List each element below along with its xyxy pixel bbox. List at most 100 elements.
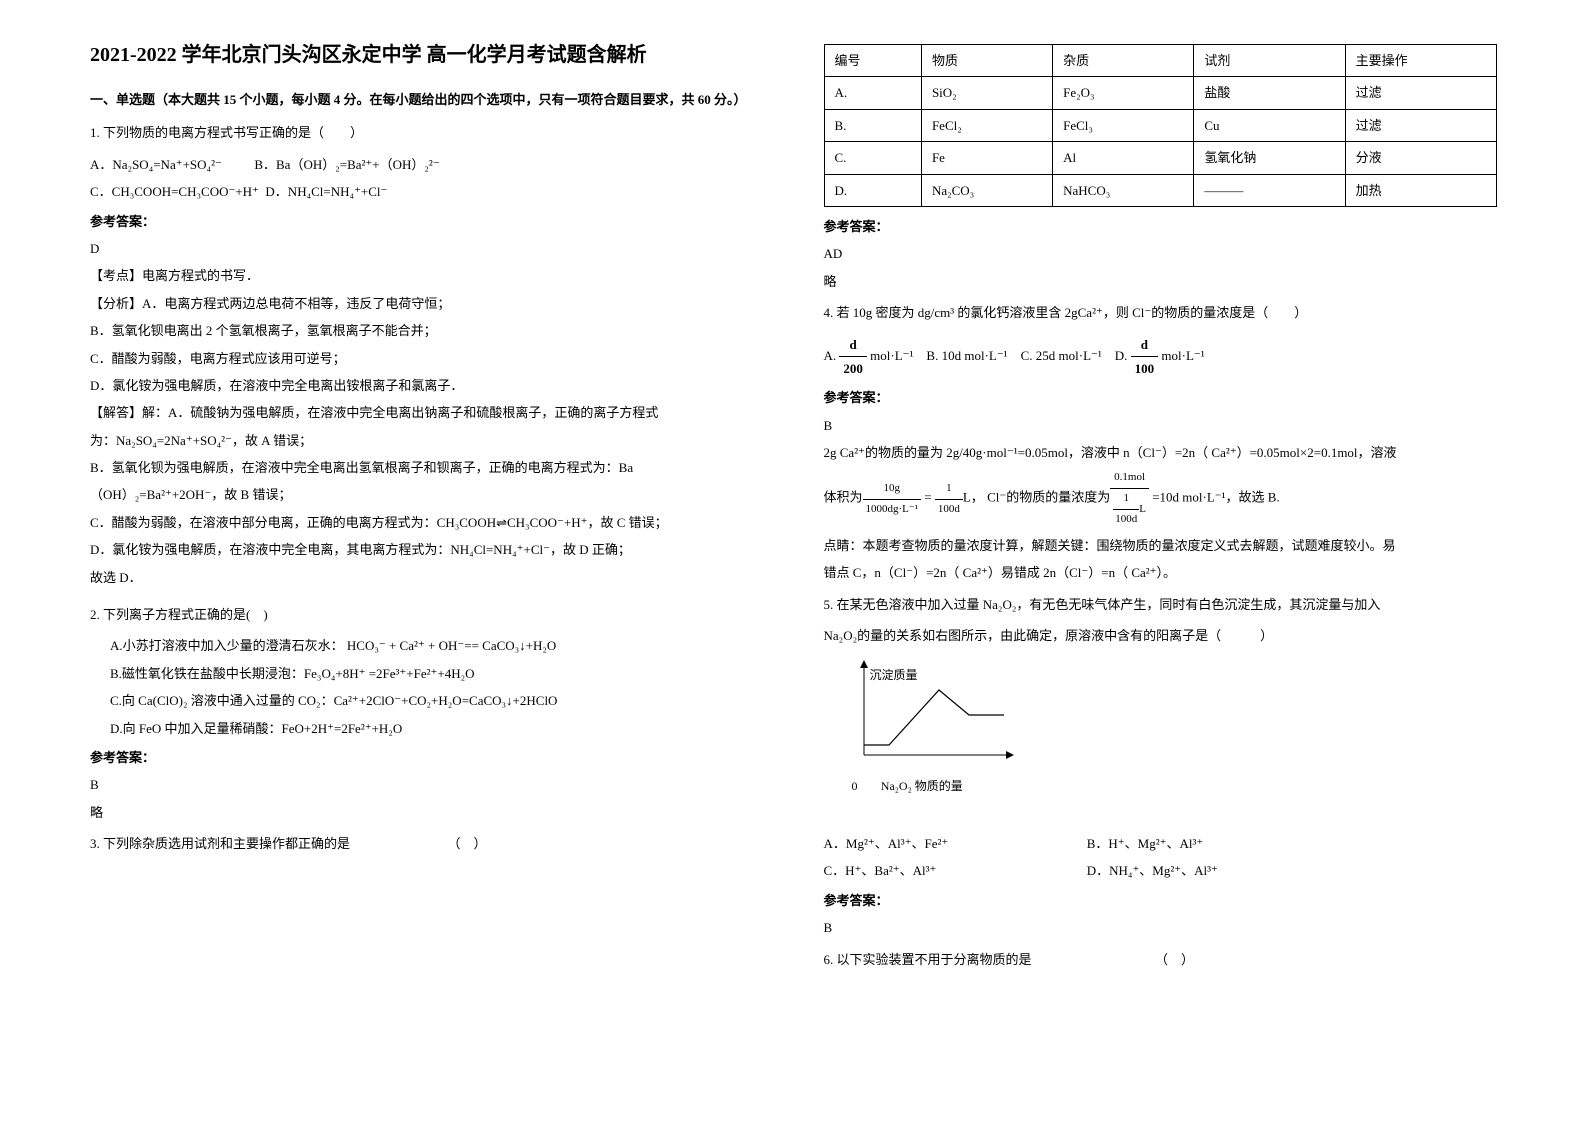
q4-exp2: 体积为10g1000dg·L⁻¹ = 1100dL， Cl⁻的物质的量浓度为0.…: [824, 468, 1498, 529]
q1-jieda-a1: 【解答】解：A．硫酸钠为强电解质，在溶液中完全电离出钠离子和硫酸根离子，正确的离…: [90, 401, 764, 424]
th-4: 主要操作: [1345, 45, 1496, 77]
q4-answer: B: [824, 414, 1498, 437]
q2-answer: B: [90, 773, 764, 796]
q5-stem2: Na₂O₂的量的关系如右图所示，由此确定，原溶液中含有的阳离子是（ ）: [824, 624, 1498, 647]
q2-opt-c: C.向 Ca(ClO)₂ 溶液中通入过量的 CO₂：Ca²⁺+2ClO⁻+CO₂…: [110, 689, 764, 712]
fraction: 1100d: [935, 479, 963, 520]
table-header-row: 编号 物质 杂质 试剂 主要操作: [824, 45, 1497, 77]
q1-answer: D: [90, 237, 764, 260]
cell: NaHCO₃: [1053, 174, 1194, 206]
frac-bot: 1100dL: [1110, 489, 1149, 530]
q1-jieda-c: C．醋酸为弱酸，在溶液中部分电离，正确的电离方程式为：CH₃COOH⇌CH₃CO…: [90, 511, 764, 534]
q2-opt-a: A.小苏打溶液中加入少量的澄清石灰水： HCO₃⁻ + Ca²⁺ + OH⁻==…: [110, 634, 764, 657]
q4-opt-c: C. 25d mol·L⁻¹: [1021, 347, 1102, 362]
doc-title: 2021-2022 学年北京门头沟区永定中学 高一化学月考试题含解析: [90, 40, 764, 70]
fraction-nested: 0.1mol1100dL: [1110, 468, 1149, 529]
inner-bot: 100d: [1113, 510, 1139, 530]
cell: Cu: [1194, 109, 1345, 141]
cell: Fe₂O₃: [1053, 77, 1194, 109]
cell: C.: [824, 142, 921, 174]
q4-exp2-mid: Cl⁻的物质的量浓度为: [987, 490, 1110, 505]
cell: FeCl₃: [1053, 109, 1194, 141]
cell: A.: [824, 77, 921, 109]
inner-frac: 1100d: [1113, 489, 1139, 530]
left-column: 2021-2022 学年北京门头沟区永定中学 高一化学月考试题含解析 一、单选题…: [60, 40, 794, 1082]
frac-bot: 200: [839, 357, 867, 380]
frac-top: 0.1mol: [1110, 468, 1149, 489]
cell: 加热: [1345, 174, 1496, 206]
q5-row-cd: C．H⁺、Ba²⁺、Al³⁺ D．NH₄⁺、Mg²⁺、Al³⁺: [824, 859, 1498, 882]
cell: Al: [1053, 142, 1194, 174]
q3-brief: 略: [824, 270, 1498, 293]
inner-top: 1: [1113, 489, 1139, 510]
q1-kaodian: 【考点】电离方程式的书写．: [90, 264, 764, 287]
q5-opt-d: D．NH₄⁺、Mg²⁺、Al³⁺: [1087, 863, 1218, 878]
graph-xlabel: Na₂O₂ 物质的量: [881, 779, 963, 793]
q6-stem: 6. 以下实验装置不用于分离物质的是 （ ）: [824, 948, 1498, 971]
q3-answer: AD: [824, 242, 1498, 265]
q4-opt-b: B. 10d mol·L⁻¹: [926, 347, 1007, 362]
cell: SiO₂: [921, 77, 1052, 109]
q1-row-cd: C．CH₃COOH=CH₃COO⁻+H⁺ D．NH₄Cl=NH₄⁺+Cl⁻: [90, 180, 764, 203]
graph-ylabel: 沉淀质量: [870, 665, 1524, 687]
q1-fenxi-d: D．氯化铵为强电解质，在溶液中完全电离出铵根离子和氯离子．: [90, 374, 764, 397]
q5-stem1: 5. 在某无色溶液中加入过量 Na₂O₂，有无色无味气体产生，同时有白色沉淀生成…: [824, 593, 1498, 616]
q1-opt-d: D．NH₄Cl=NH₄⁺+Cl⁻: [265, 184, 387, 199]
q1-fenxi-b: B．氢氧化钡电离出 2 个氢氧根离子，氢氧根离子不能合并；: [90, 319, 764, 342]
cell: 氢氧化钠: [1194, 142, 1345, 174]
frac-top: d: [1131, 333, 1159, 357]
q5-row-ab: A．Mg²⁺、Al³⁺、Fe²⁺ B．H⁺、Mg²⁺、Al³⁺: [824, 832, 1498, 855]
q1-opt-b: B．Ba（OH）₂=Ba²⁺+（OH）₂²⁻: [254, 157, 439, 172]
q2-answer-label: 参考答案：: [90, 746, 764, 769]
section-header: 一、单选题（本大题共 15 个小题，每小题 4 分。在每小题给出的四个选项中，只…: [90, 88, 764, 111]
q4-opt-d-prefix: D.: [1115, 347, 1131, 362]
cell: FeCl₂: [921, 109, 1052, 141]
q3-answer-label: 参考答案：: [824, 215, 1498, 238]
table-row: B. FeCl₂ FeCl₃ Cu 过滤: [824, 109, 1497, 141]
q4-dianping2: 错点 C，n（Cl⁻）=2n（ Ca²⁺）易错成 2n（Cl⁻）=n（ Ca²⁺…: [824, 561, 1498, 584]
q3-table: 编号 物质 杂质 试剂 主要操作 A. SiO₂ Fe₂O₃ 盐酸 过滤 B. …: [824, 44, 1498, 207]
cell: 过滤: [1345, 109, 1496, 141]
q2-brief: 略: [90, 801, 764, 824]
q1-fenxi-a: 【分析】A．电离方程式两边总电荷不相等，违反了电荷守恒；: [90, 292, 764, 315]
frac-bot: 1000dg·L⁻¹: [863, 500, 922, 520]
frac-top: 1: [935, 479, 963, 500]
q2-stem: 2. 下列离子方程式正确的是( ): [90, 603, 764, 626]
cell: 过滤: [1345, 77, 1496, 109]
table-row: C. Fe Al 氢氧化钠 分液: [824, 142, 1497, 174]
q3-stem: 3. 下列除杂质选用试剂和主要操作都正确的是 （ ）: [90, 832, 764, 855]
q1-stem: 1. 下列物质的电离方程式书写正确的是（ ）: [90, 121, 764, 144]
q1-row-ab: A．Na₂SO₄=Na⁺+SO₄²⁻ B．Ba（OH）₂=Ba²⁺+（OH）₂²…: [90, 153, 764, 176]
cell: D.: [824, 174, 921, 206]
fraction: 10g1000dg·L⁻¹: [863, 479, 922, 520]
fraction: d200: [839, 333, 867, 381]
q1-opt-c: C．CH₃COOH=CH₃COO⁻+H⁺: [90, 184, 259, 199]
q4-opt-d-suffix: mol·L⁻¹: [1158, 347, 1205, 362]
q4-exp1: 2g Ca²⁺的物质的量为 2g/40g·mol⁻¹=0.05mol，溶液中 n…: [824, 441, 1498, 464]
q4-opt-a-prefix: A.: [824, 347, 840, 362]
q4-options: A. d200 mol·L⁻¹ B. 10d mol·L⁻¹ C. 25d mo…: [824, 333, 1498, 381]
q1-jieda-b1: B．氢氧化钡为强电解质，在溶液中完全电离出氢氧根离子和钡离子，正确的电离方程式为…: [90, 456, 764, 479]
cell: 分液: [1345, 142, 1496, 174]
q5-opt-c: C．H⁺、Ba²⁺、Al³⁺: [824, 859, 1084, 882]
q5-opt-a: A．Mg²⁺、Al³⁺、Fe²⁺: [824, 832, 1084, 855]
q1-jieda-a2: 为：Na₂SO₄=2Na⁺+SO₄²⁻，故 A 错误；: [90, 429, 764, 452]
q5-answer: B: [824, 916, 1498, 939]
th-3: 试剂: [1194, 45, 1345, 77]
frac-bot: 100: [1131, 357, 1159, 380]
q4-exp2-suffix: =10d mol·L⁻¹，故选 B.: [1149, 490, 1280, 505]
q5-graph: 沉淀质量 0 Na₂O₂ 物质的量: [844, 655, 1498, 828]
cell: ———: [1194, 174, 1345, 206]
right-column: 编号 物质 杂质 试剂 主要操作 A. SiO₂ Fe₂O₃ 盐酸 过滤 B. …: [794, 40, 1528, 1082]
graph-origin: 0: [852, 779, 858, 793]
frac-bot: 100d: [935, 500, 963, 520]
cell: Na₂CO₃: [921, 174, 1052, 206]
q2-opt-d: D.向 FeO 中加入足量稀硝酸：FeO+2H⁺=2Fe²⁺+H₂O: [110, 717, 764, 740]
q1-fenxi-c: C．醋酸为弱酸，电离方程式应该用可逆号；: [90, 347, 764, 370]
fraction: d100: [1131, 333, 1159, 381]
eq: =: [921, 490, 935, 505]
q4-answer-label: 参考答案：: [824, 386, 1498, 409]
q4-stem: 4. 若 10g 密度为 dg/cm³ 的氯化钙溶液里含 2gCa²⁺，则 Cl…: [824, 301, 1498, 324]
th-1: 物质: [921, 45, 1052, 77]
th-2: 杂质: [1053, 45, 1194, 77]
